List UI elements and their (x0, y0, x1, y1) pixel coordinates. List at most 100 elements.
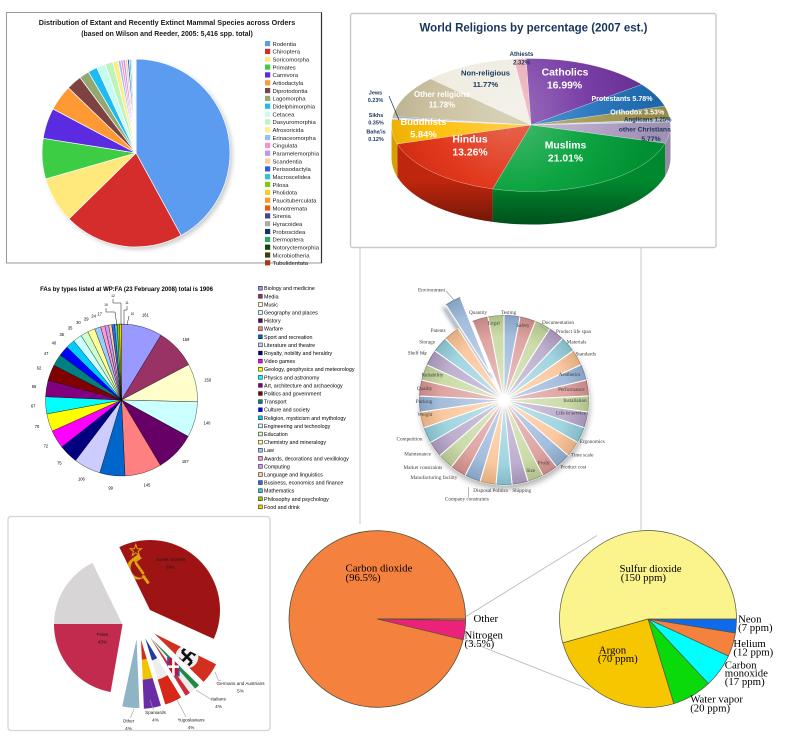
svg-text:Warfare: Warfare (264, 327, 283, 333)
svg-text:Erinaceomorpha: Erinaceomorpha (273, 136, 317, 142)
svg-text:Paramelemorphia: Paramelemorphia (273, 152, 320, 158)
svg-text:Reliability: Reliability (422, 373, 444, 379)
svg-text:24: 24 (91, 314, 96, 319)
svg-text:150: 150 (204, 377, 212, 382)
svg-text:Culture and society: Culture and society (264, 408, 310, 414)
svg-text:other Christians: other Christians (619, 126, 671, 133)
svg-text:Yugoslavians: Yugoslavians (177, 718, 205, 723)
svg-text:11.77%: 11.77% (473, 80, 499, 89)
svg-text:Athiests: Athiests (510, 52, 534, 58)
svg-text:Proboscidea: Proboscidea (273, 230, 306, 236)
svg-text:Water vapor: Water vapor (690, 694, 743, 706)
svg-text:Transport: Transport (264, 400, 287, 406)
svg-text:16.99%: 16.99% (547, 80, 582, 91)
svg-text:Disposal: Disposal (473, 488, 492, 494)
svg-text:Scandentia: Scandentia (273, 159, 303, 165)
svg-text:Muslims: Muslims (545, 141, 587, 152)
svg-text:Safety: Safety (516, 322, 530, 329)
svg-text:Business, economics and financ: Business, economics and finance (264, 481, 343, 487)
svg-text:Testing: Testing (501, 310, 517, 316)
svg-text:Religion, mysticism and mythol: Religion, mysticism and mythology (264, 416, 346, 422)
svg-text:Primates: Primates (273, 65, 296, 71)
svg-text:(12 ppm): (12 ppm) (733, 646, 773, 658)
svg-text:39%: 39% (166, 565, 175, 570)
svg-text:157: 157 (182, 459, 190, 464)
svg-text:Other religions: Other religions (414, 90, 471, 99)
svg-text:0.35%: 0.35% (368, 121, 384, 127)
svg-text:Spaniards: Spaniards (145, 710, 166, 715)
svg-text:5.84%: 5.84% (410, 128, 437, 139)
svg-text:Legal: Legal (488, 321, 500, 327)
svg-text:Performance: Performance (558, 386, 585, 393)
svg-text:Soviet citizens: Soviet citizens (156, 557, 186, 562)
svg-text:Quantity: Quantity (469, 310, 488, 316)
svg-text:Royalty, nobility and heraldry: Royalty, nobility and heraldry (264, 351, 333, 357)
svg-text:Carnivora: Carnivora (273, 73, 299, 79)
svg-text:Installation: Installation (563, 398, 587, 404)
svg-text:21.01%: 21.01% (548, 154, 583, 165)
svg-text:Baha'is: Baha'is (366, 130, 385, 136)
svg-text:Sport and recreation: Sport and recreation (264, 335, 312, 341)
svg-text:4%: 4% (215, 704, 222, 709)
svg-text:Carbon: Carbon (725, 659, 757, 671)
svg-text:Documentation: Documentation (542, 320, 574, 326)
svg-text:Other: Other (123, 719, 135, 724)
svg-text:Hyracoidea: Hyracoidea (273, 222, 304, 228)
svg-text:Company constraints: Company constraints (445, 496, 489, 502)
svg-text:Hindus: Hindus (452, 134, 487, 145)
svg-text:Biology and medicine: Biology and medicine (264, 286, 315, 292)
svg-text:(based on Wilson and Reeder, 2: (based on Wilson and Reeder, 2005: 5,416… (81, 31, 253, 38)
svg-text:Pilosa: Pilosa (273, 183, 290, 189)
svg-text:Food and drink: Food and drink (264, 505, 300, 511)
svg-text:30: 30 (76, 320, 81, 325)
svg-text:Chemistry and mineralogy: Chemistry and mineralogy (264, 440, 326, 446)
svg-text:monoxide: monoxide (725, 668, 768, 680)
svg-text:Nitrogen: Nitrogen (465, 630, 504, 642)
svg-text:Didelphimorphia: Didelphimorphia (273, 105, 316, 111)
svg-text:5%: 5% (237, 689, 244, 694)
svg-text:Politics: Politics (493, 488, 509, 494)
svg-text:Engineering and technology: Engineering and technology (264, 424, 331, 430)
svg-text:Law: Law (264, 448, 274, 454)
svg-text:Tubulidentata: Tubulidentata (273, 261, 309, 267)
svg-text:10: 10 (131, 312, 135, 316)
svg-text:145: 145 (144, 482, 152, 487)
svg-text:Protestants 5.78%: Protestants 5.78% (591, 95, 653, 103)
svg-text:99: 99 (108, 485, 113, 490)
svg-text:Non-religious: Non-religious (461, 69, 510, 78)
svg-text:Sirenia: Sirenia (273, 214, 292, 220)
svg-text:Product life span: Product life span (556, 328, 592, 335)
svg-text:Computing: Computing (264, 464, 290, 470)
svg-text:Shelf life: Shelf life (408, 349, 428, 356)
svg-text:Microbiotheria: Microbiotheria (273, 253, 311, 259)
svg-text:Standards: Standards (576, 352, 596, 358)
svg-text:Weight: Weight (418, 412, 433, 418)
svg-text:Philosophy and psychology: Philosophy and psychology (264, 497, 329, 503)
svg-text:Dermoptera: Dermoptera (273, 238, 305, 244)
svg-text:5.77%: 5.77% (641, 136, 660, 143)
svg-text:Mathematics: Mathematics (264, 489, 295, 495)
svg-text:47: 47 (44, 351, 49, 356)
svg-text:Perissodactyla: Perissodactyla (273, 167, 312, 173)
svg-text:Lagomorpha: Lagomorpha (273, 97, 307, 103)
svg-text:13.26%: 13.26% (452, 148, 487, 159)
svg-text:Sulfur dioxide: Sulfur dioxide (620, 563, 682, 575)
svg-text:Neon: Neon (738, 614, 762, 626)
svg-text:History: History (264, 319, 281, 325)
svg-text:36: 36 (60, 332, 65, 337)
svg-text:Patents: Patents (431, 328, 446, 334)
svg-text:Environment: Environment (418, 288, 446, 294)
svg-text:(3.5%): (3.5%) (465, 638, 495, 650)
svg-text:Shipping: Shipping (512, 488, 531, 494)
svg-text:(20 ppm): (20 ppm) (690, 702, 730, 714)
svg-text:Artiodactyla: Artiodactyla (273, 81, 305, 87)
svg-text:Distribution of Extant and Rec: Distribution of Extant and Recently Exti… (39, 18, 295, 27)
svg-text:Education: Education (264, 432, 288, 438)
svg-text:(17 ppm): (17 ppm) (725, 676, 765, 688)
svg-text:Buddhists: Buddhists (400, 116, 446, 127)
svg-text:159: 159 (183, 337, 191, 342)
svg-text:Art, architecture and archaeol: Art, architecture and archaeology (264, 383, 343, 389)
svg-text:12: 12 (111, 294, 115, 298)
svg-text:35: 35 (68, 325, 73, 330)
svg-text:Manufacturing facility: Manufacturing facility (411, 474, 458, 481)
